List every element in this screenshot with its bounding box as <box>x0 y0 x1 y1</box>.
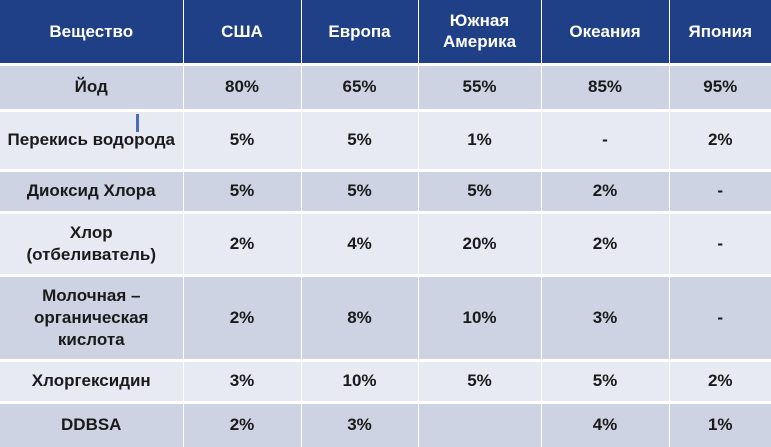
cell-oceania: 85% <box>541 62 670 110</box>
cell-europe: 3% <box>301 400 419 447</box>
cell-south-america: 55% <box>418 62 542 110</box>
table-row: Диоксид Хлора 5% 5% 5% 2% - <box>0 168 771 212</box>
cell-south-america: 1% <box>418 108 542 170</box>
cell-japan: 2% <box>669 108 771 170</box>
cell-south-america <box>418 400 542 447</box>
header-row: Вещество США Европа Южная Америка Океани… <box>0 0 771 64</box>
table-row: Хлоргексидин 3% 10% 5% 5% 2% <box>0 358 771 402</box>
header-europe: Европа <box>301 0 419 64</box>
row-label: Диоксид Хлора <box>0 168 184 212</box>
cell-south-america: 5% <box>418 358 542 402</box>
cell-oceania: 4% <box>541 400 670 447</box>
cell-usa: 2% <box>183 400 302 447</box>
cell-europe: 5% <box>301 108 419 170</box>
row-label: Хлоргексидин <box>0 358 184 402</box>
cell-oceania: 2% <box>541 210 670 275</box>
cell-south-america: 20% <box>418 210 542 275</box>
cell-south-america: 10% <box>418 273 542 360</box>
cell-oceania: 2% <box>541 168 670 212</box>
row-label: Хлор (отбеливатель) <box>0 210 184 275</box>
row-label: DDBSA <box>0 400 184 447</box>
cell-south-america: 5% <box>418 168 542 212</box>
table-row: Йод 80% 65% 55% 85% 95% <box>0 62 771 110</box>
cell-japan: 1% <box>669 400 771 447</box>
cell-japan: 2% <box>669 358 771 402</box>
row-label: Перекись водорода <box>0 108 184 170</box>
cell-oceania: 3% <box>541 273 670 360</box>
cell-usa: 5% <box>183 108 302 170</box>
cell-japan: 95% <box>669 62 771 110</box>
table-row: Перекись водорода 5% 5% 1% - 2% <box>0 108 771 170</box>
cell-usa: 80% <box>183 62 302 110</box>
row-label: Йод <box>0 62 184 110</box>
cell-oceania: - <box>541 108 670 170</box>
cell-europe: 4% <box>301 210 419 275</box>
cell-japan: - <box>669 273 771 360</box>
cell-europe: 10% <box>301 358 419 402</box>
header-oceania: Океания <box>541 0 670 64</box>
table-row: DDBSA 2% 3% 4% 1% <box>0 400 771 447</box>
cell-usa: 5% <box>183 168 302 212</box>
header-substance: Вещество <box>0 0 184 64</box>
cell-oceania: 5% <box>541 358 670 402</box>
row-label: Молочная – органическая кислота <box>0 273 184 360</box>
cell-japan: - <box>669 210 771 275</box>
table-row: Хлор (отбеливатель) 2% 4% 20% 2% - <box>0 210 771 275</box>
text-cursor <box>136 114 139 132</box>
cell-europe: 8% <box>301 273 419 360</box>
cell-europe: 65% <box>301 62 419 110</box>
header-usa: США <box>183 0 302 64</box>
cell-japan: - <box>669 168 771 212</box>
header-japan: Япония <box>669 0 771 64</box>
cell-europe: 5% <box>301 168 419 212</box>
header-south-america: Южная Америка <box>418 0 542 64</box>
cell-usa: 2% <box>183 273 302 360</box>
cell-usa: 2% <box>183 210 302 275</box>
cell-usa: 3% <box>183 358 302 402</box>
table-row: Молочная – органическая кислота 2% 8% 10… <box>0 273 771 360</box>
